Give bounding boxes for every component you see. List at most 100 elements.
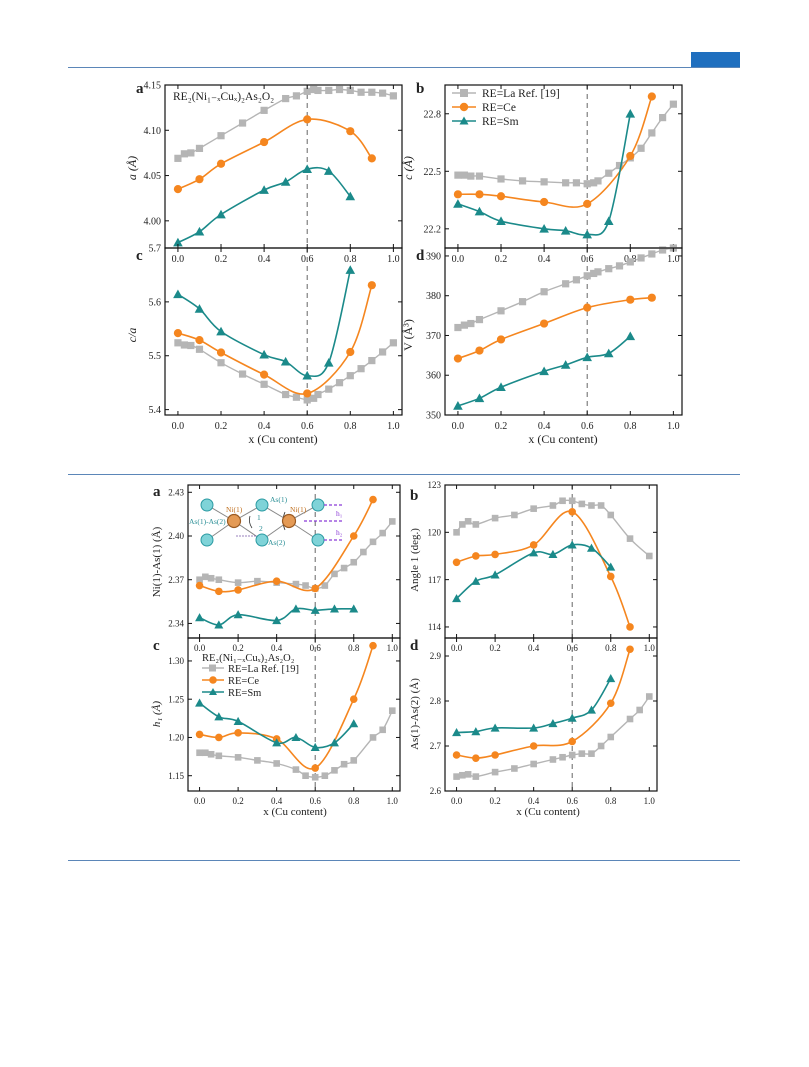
inset-as-atom-2 [255,498,269,512]
fig1d-point-2-4 [560,360,571,369]
fig2d-point-0-13 [607,733,615,741]
fig1d-xtick-label-3: 0.6 [581,421,594,432]
fig2a-point-0-2 [207,574,215,582]
fig1a-point-0-0 [174,154,182,162]
fig1a-xtick-label-0: 0.0 [172,254,185,265]
fig2a-point-2-6 [329,604,339,613]
fig1c-series-2-line [177,269,352,378]
fig2b-point-0-5 [511,511,518,519]
fig2-legend-ce: RE=Ce [228,676,259,687]
fig1b-chart: 0.00.20.40.60.81.022.222.522.8 [424,84,683,265]
fig1c-point-0-0 [174,339,182,347]
fig2d-point-0-10 [578,750,586,757]
fig2c-point-0-3 [215,752,223,760]
fig2b-point-0-8 [559,497,566,505]
fig1a-xtick-label-4: 0.8 [344,254,357,265]
fig1c-point-2-5 [302,370,312,380]
fig2-legend-sm-marker [209,688,217,695]
bottom-rule [68,860,740,861]
fig1a-xtick-label-5: 1.0 [387,254,400,265]
fig1d-ytick-label-0: 350 [426,411,441,422]
fig2c-point-2-5 [310,742,320,751]
fig1b-point-0-12 [605,169,613,177]
fig1a-chart: 0.0 0.2 0.4 0.6 0.8 1.04.004.054.104.15 [144,81,403,265]
fig1b-point-2-7 [625,108,636,118]
fig2c-point-1-4 [311,764,320,772]
fig2d-point-0-8 [559,753,566,761]
fig1d-point-2-0 [453,401,463,410]
fig2d-point-2-2 [490,723,500,732]
fig1a-point-0-7 [282,94,290,103]
fig1d-ytick-label-1: 360 [426,371,441,382]
inset-as-atom-6 [311,533,325,547]
fig2b-point-0-7 [549,502,557,509]
fig2-legend-sm: RE=Sm [228,688,261,699]
fig2d-ytick-label-0: 2.6 [430,786,442,796]
fig2c-ytick-label-2: 1.25 [168,694,184,704]
fig1a-ytick-label-3: 4.15 [144,81,162,92]
fig1a-point-1-3 [260,137,269,147]
fig1-panel-a-title: RE₂(Ni₁₋ₓCuₓ)₂As₂O₂ [173,91,274,103]
fig2d-point-0-7 [549,756,557,763]
fig2d-xtick-label-4: 0.8 [605,796,617,806]
fig1b-point-0-11 [594,177,602,185]
fig1a-point-2-1 [194,226,205,236]
fig2c-point-2-2 [233,716,243,725]
fig1c-xtick-label-0: 0.0 [172,421,185,432]
fig1c-point-0-11 [314,390,322,399]
fig1-legend-sm-marker [459,116,469,125]
fig2c-point-0-8 [302,772,309,779]
fig2a-point-2-7 [349,604,359,613]
fig2d-point-0-11 [588,750,595,757]
fig1-b-ylabel: c (Å) [401,156,415,180]
fig2c-ytick-label-1: 1.20 [168,733,184,743]
fig1c-point-0-1 [180,341,188,349]
fig2b-point-0-6 [530,505,537,512]
fig1-legend-la: RE=La Ref. [19] [482,88,560,100]
fig2b-point-2-0 [452,594,462,603]
fig1-panel-a-letter: a [136,81,144,97]
fig2b-point-2-2 [490,570,500,579]
fig2b-ytick-label-1: 117 [428,575,442,585]
fig1d-point-2-3 [539,366,549,376]
fig2b-xtick-label-2: 0.4 [528,643,540,653]
fig1a-point-1-2 [216,159,226,168]
fig1b-point-0-9 [583,180,591,188]
fig2d-point-0-9 [568,751,576,759]
fig2b-point-0-0 [453,529,460,536]
inset-angle-1-arc [248,515,253,529]
fig2-panel-d-letter: d [410,638,419,654]
fig2c-point-0-4 [234,754,242,761]
fig2c-xtick-label-5: 1.0 [387,796,399,806]
fig2a-point-2-0 [195,613,205,622]
fig1b-xtick-label-5: 1.0 [667,254,680,265]
structure-inset: As(1) Ni(1) As(1)-As(2) 1 2 Ni(1) As(2) … [189,495,344,547]
fig2c-point-2-7 [349,719,359,728]
fig1a-point-2-6 [323,166,334,175]
fig2a-xtick-label-1: 0.2 [232,643,243,653]
fig1b-point-1-1 [475,190,484,199]
fig1d-point-0-13 [615,262,624,270]
fig1a-point-2-2 [216,209,226,219]
fig1d-point-2-1 [474,393,485,403]
fig2c-point-2-0 [195,698,205,707]
fig1c-xtick-label-3: 0.6 [301,421,314,432]
fig1c-point-0-16 [368,356,376,365]
fig1a-point-0-12 [325,86,333,95]
fig1d-point-0-15 [637,254,645,262]
fig1a-point-0-6 [260,106,268,114]
fig2b-ytick-label-0: 114 [428,622,442,632]
fig1b-ytick-label-2: 22.8 [424,109,442,120]
fig1d-ytick-label-2: 370 [426,331,441,342]
fig2c-point-1-2 [234,729,242,737]
fig1a-point-2-3 [259,185,269,194]
middle-rule [68,474,740,475]
fig2c-point-2-4 [291,732,301,742]
fig1c-xtick-label-4: 0.8 [344,421,357,432]
fig2b-point-2-5 [567,540,577,549]
fig2d-point-1-0 [452,751,461,759]
fig2a-point-2-3 [272,616,282,625]
fig2a-point-1-5 [349,532,358,540]
fig2a-point-1-3 [272,577,281,585]
fig1b-point-2-5 [582,229,592,239]
